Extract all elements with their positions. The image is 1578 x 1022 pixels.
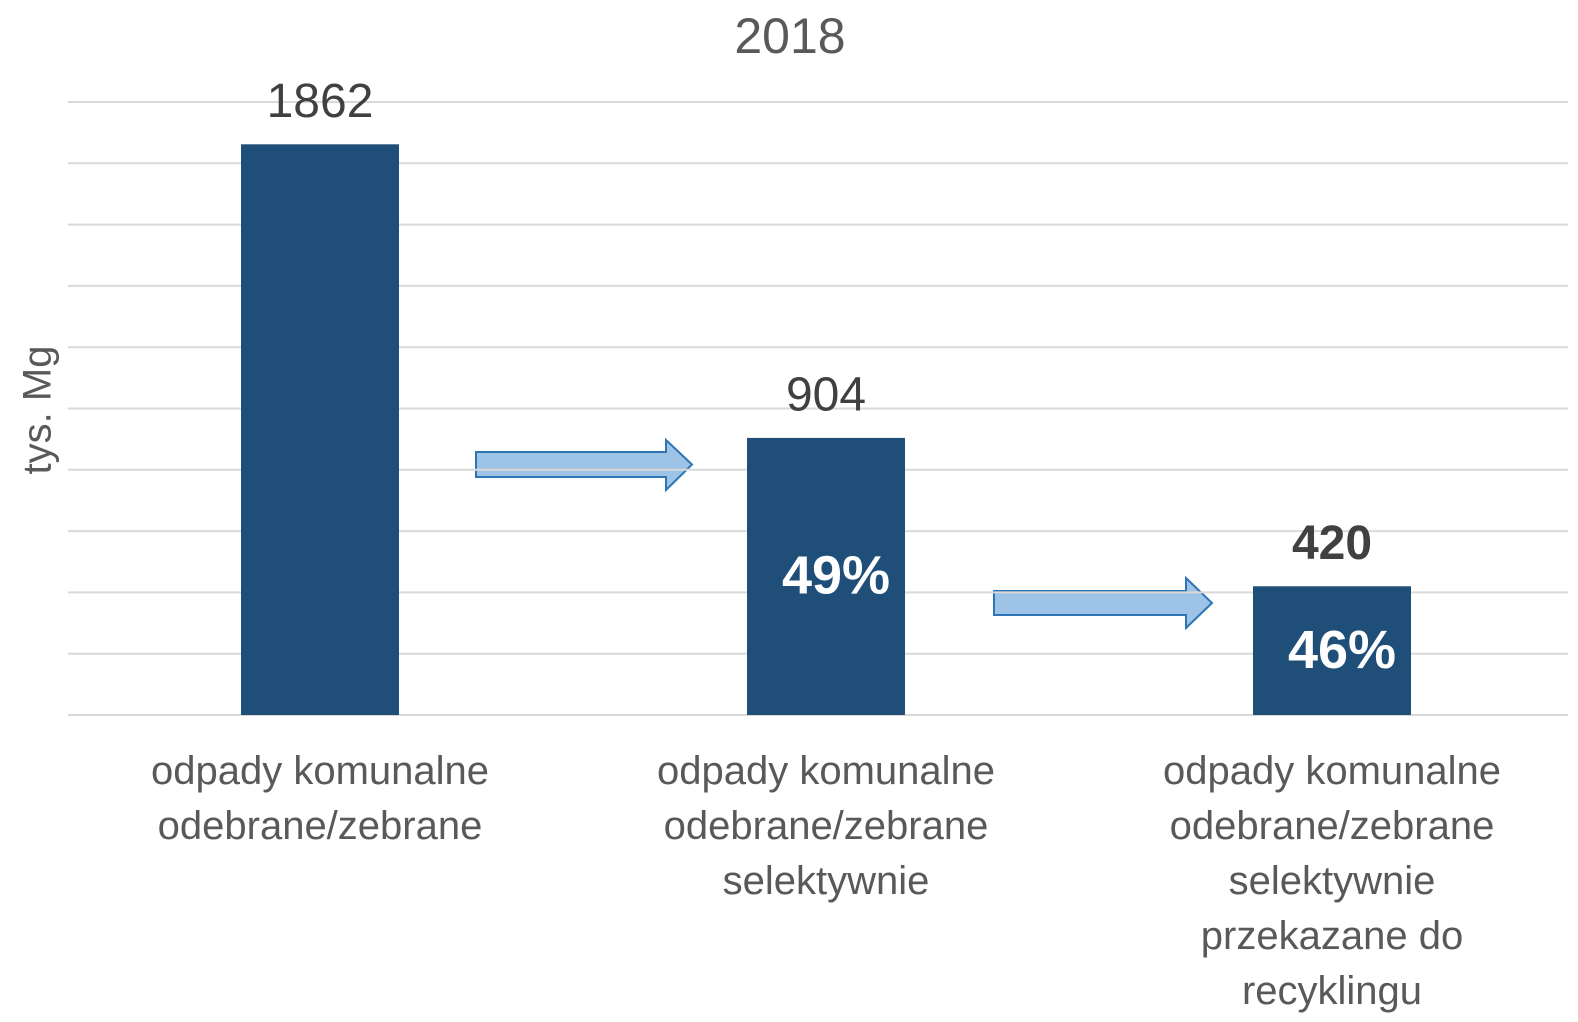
value-label: 904 [786,369,866,422]
x-tick-label: odpady komunalne odebrane/zebrane [151,749,489,848]
arrow [993,575,1214,631]
bar [1253,586,1411,715]
y-axis-label: tys. Mg [16,346,60,475]
value-label: 1862 [267,75,374,128]
arrow [475,437,694,493]
chart-title: 2018 [734,8,845,64]
x-tick-label: odpady komunalne odebrane/zebrane selektyw… [1163,749,1501,1013]
bar [241,144,399,715]
x-tick-label: odpady komunalne odebrane/zebrane selektyw… [657,749,995,903]
inner-label: 49% [782,546,890,606]
value-label: 420 [1292,517,1372,570]
inner-label: 46% [1288,620,1396,680]
bar [747,437,905,715]
